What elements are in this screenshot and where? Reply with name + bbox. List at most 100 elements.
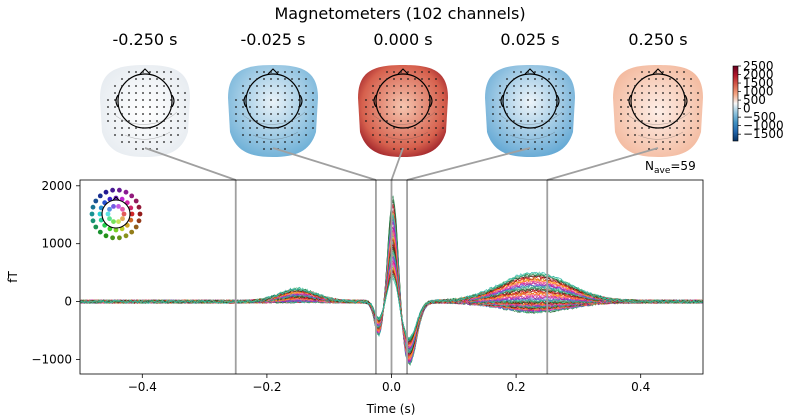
sensor-dot: [548, 141, 550, 143]
sensor-dot: [527, 92, 529, 94]
sensor-legend-dot: [136, 218, 142, 224]
sensor-dot: [435, 85, 437, 87]
sensor-dot: [121, 106, 123, 108]
sensor-dot: [242, 106, 244, 108]
sensor-dot: [249, 113, 251, 115]
sensor-legend-dot: [129, 229, 135, 235]
sensor-dot: [627, 92, 629, 94]
topomap-field: [613, 65, 703, 157]
sensor-dot: [407, 134, 409, 136]
sensor-dot: [513, 106, 515, 108]
sensor-dot: [270, 134, 272, 136]
sensor-dot: [548, 85, 550, 87]
sensor-dot: [634, 99, 636, 101]
sensor-dot: [428, 71, 430, 73]
sensor-dot: [527, 71, 529, 73]
sensor-dot: [676, 113, 678, 115]
sensor-dot: [421, 113, 423, 115]
sensor-dot: [414, 71, 416, 73]
sensor-dot: [662, 120, 664, 122]
sensor-legend-dot: [111, 219, 116, 225]
sensor-dot: [634, 85, 636, 87]
sensor-dot: [414, 99, 416, 101]
sensor-dot: [184, 113, 186, 115]
sensor-legend-dot: [103, 189, 109, 195]
sensor-dot: [393, 127, 395, 129]
colorbar-tick-label: 1000: [743, 85, 774, 99]
sensor-dot: [641, 85, 643, 87]
sensor-dot: [676, 85, 678, 87]
sensor-dot: [284, 106, 286, 108]
plot-area: −0.4 −0.2 0.0 0.2 0.4 −1000 0 1000 2000 Time (s…: [6, 159, 704, 416]
sensor-dot: [298, 127, 300, 129]
sensor-dot: [298, 120, 300, 122]
sensor-dot: [386, 92, 388, 94]
sensor-dot: [669, 106, 671, 108]
nave-n: N: [645, 159, 654, 173]
sensor-dot: [669, 148, 671, 150]
sensor-dot: [520, 78, 522, 80]
sensor-dot: [177, 120, 179, 122]
sensor-dot: [400, 99, 402, 101]
sensor-dot: [690, 85, 692, 87]
sensor-dot: [435, 134, 437, 136]
sensor-dot: [386, 85, 388, 87]
sensor-dot: [170, 127, 172, 129]
sensor-dot: [121, 85, 123, 87]
sensor-dot: [648, 99, 650, 101]
sensor-dot: [541, 120, 543, 122]
sensor-dot: [414, 134, 416, 136]
sensor-dot: [149, 92, 151, 94]
sensor-dot: [142, 99, 144, 101]
sensor-dot: [562, 78, 564, 80]
sensor-dot: [270, 106, 272, 108]
sensor-dot: [386, 99, 388, 101]
sensor-dot: [499, 85, 501, 87]
sensor-dot: [414, 92, 416, 94]
sensor-dot: [620, 120, 622, 122]
sensor-dot: [184, 106, 186, 108]
sensor-dot: [555, 78, 557, 80]
left-ear-outline: [115, 94, 119, 108]
sensor-dot: [177, 113, 179, 115]
sensor-dot: [177, 85, 179, 87]
sensor-dot: [312, 113, 314, 115]
sensor-dot: [372, 127, 374, 129]
sensor-legend-dot: [111, 204, 116, 209]
sensor-dot: [128, 99, 130, 101]
sensor-dot: [170, 134, 172, 136]
sensor-dot: [683, 99, 685, 101]
sensor-dot: [156, 106, 158, 108]
colorbar-tick-label: 0: [743, 102, 751, 116]
sensor-legend-dot: [110, 235, 115, 241]
sensor-dot: [170, 99, 172, 101]
right-ear-outline: [299, 94, 303, 108]
sensor-dot: [277, 71, 279, 73]
nave-sub: ave: [654, 166, 671, 176]
nose-outline: [524, 68, 536, 75]
sensor-dot: [435, 120, 437, 122]
sensor-dot: [662, 106, 664, 108]
sensor-dot: [135, 99, 137, 101]
sensor-dot: [249, 141, 251, 143]
sensor-dot: [163, 127, 165, 129]
sensor-dot: [163, 106, 165, 108]
sensor-dot: [569, 120, 571, 122]
colorbar-tick-label: 2500: [743, 59, 774, 73]
topomap-field: [100, 65, 190, 157]
sensor-dot: [492, 106, 494, 108]
sensor-dot: [235, 113, 237, 115]
sensor-dot: [256, 92, 258, 94]
sensor-dot: [379, 134, 381, 136]
sensor-legend-dot: [129, 193, 135, 199]
sensor-dot: [690, 113, 692, 115]
sensor-dot: [170, 113, 172, 115]
sensor-legend-dot: [117, 235, 122, 241]
sensor-dot: [393, 92, 395, 94]
sensor-dot: [520, 99, 522, 101]
sensor-dot: [683, 78, 685, 80]
sensor-dot: [400, 113, 402, 115]
sensor-dot: [648, 148, 650, 150]
sensor-dot: [249, 85, 251, 87]
contour-line: [114, 111, 178, 125]
